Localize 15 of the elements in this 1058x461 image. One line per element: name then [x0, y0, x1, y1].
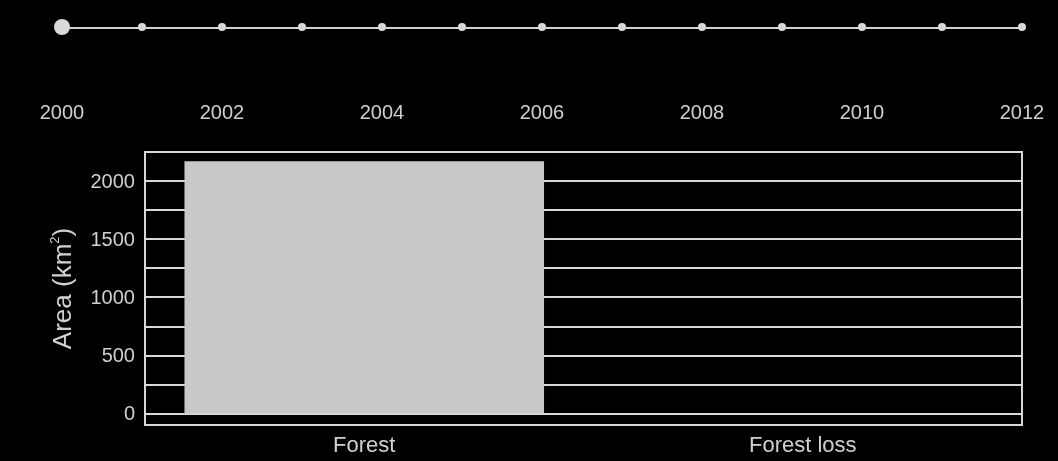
- y-axis-title: Area (km2): [46, 227, 77, 350]
- y-tick-label: 1500: [90, 228, 135, 251]
- y-tick-label: 2000: [90, 170, 135, 193]
- x-tick-label: Forest loss: [748, 431, 857, 457]
- y-tick-label: 500: [101, 344, 135, 367]
- x2-tick-label: 2004: [359, 101, 405, 123]
- y-tick-label: 1000: [90, 286, 135, 309]
- x2-tick-label: 2010: [839, 101, 885, 123]
- x-tick-label: Forest: [333, 431, 396, 457]
- x2-tick-label: 2008: [679, 101, 725, 123]
- x2-tick-label: 2002: [199, 101, 245, 123]
- y-tick-label: 0: [123, 402, 135, 425]
- x2-tick-label: 2006: [519, 101, 565, 123]
- x2-tick-label: 2000: [39, 101, 85, 123]
- x2-tick-label: 2012: [999, 101, 1045, 123]
